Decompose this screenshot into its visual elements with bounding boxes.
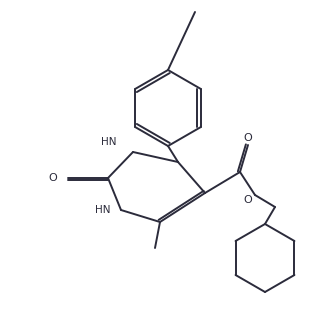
Text: HN: HN	[95, 205, 110, 215]
Text: O: O	[244, 133, 252, 143]
Text: O: O	[244, 195, 252, 205]
Text: O: O	[48, 173, 57, 183]
Text: HN: HN	[101, 137, 117, 147]
